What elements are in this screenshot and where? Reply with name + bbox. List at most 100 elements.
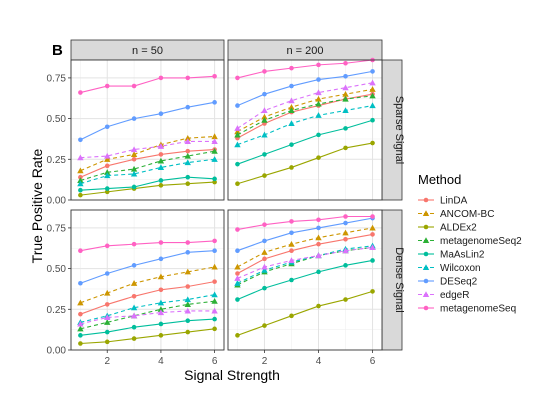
series [78,238,217,253]
data-point [185,318,191,323]
data-point [370,289,375,294]
data-point [77,320,84,327]
row-strip: Sparse Signal [381,59,405,201]
series-line [237,88,373,133]
series-line [80,135,215,172]
legend-title: Method [418,172,461,187]
data-point [235,161,240,167]
data-point [369,86,376,92]
series [234,102,376,148]
data-point [185,250,191,255]
series [77,307,218,327]
series [234,79,376,131]
data-point [343,126,348,131]
series-line [80,318,215,336]
series-line [237,70,373,107]
series-line [237,82,373,129]
data-point [235,181,240,187]
series [234,86,376,135]
data-point [316,225,321,231]
y-tick-label: 0.00 [47,196,67,207]
series [78,316,217,338]
series-line [237,233,373,274]
facet-panel [227,57,383,201]
data-point [130,312,138,319]
panel-tag: B [52,42,63,59]
legend-key-marker [423,197,429,203]
data-point [234,275,241,281]
series-line [80,300,215,330]
data-point [104,172,111,179]
data-point [261,107,268,114]
series-line [80,176,215,191]
data-point [315,234,322,241]
data-point [158,321,164,327]
series-line [237,246,373,279]
data-point [211,291,218,298]
data-point [234,141,241,148]
series-line [80,250,215,284]
series [78,147,217,180]
series-line [237,246,373,286]
column-strip-label: n = 200 [286,45,323,57]
data-point [315,112,322,118]
row-strip-label: Dense Signal [393,247,405,312]
series-line [80,158,215,185]
legend-label: ANCOM-BC [440,209,494,220]
panel-border [227,59,383,201]
data-point [130,170,138,177]
data-point [235,297,240,302]
data-point [343,237,348,242]
data-point [235,271,240,276]
data-point [343,145,348,151]
data-point [184,152,191,159]
data-point [343,214,348,219]
legend-key-marker [423,278,429,284]
legend-entry: DESeq2 [418,277,478,288]
series-line [80,294,215,323]
data-point [131,324,137,330]
series-line [80,328,215,345]
data-point [316,155,321,160]
data-point [130,280,138,286]
data-point [131,83,137,89]
data-point [104,243,110,249]
data-point [104,302,110,307]
data-point [77,167,84,174]
column-strip: n = 50 [70,39,225,61]
data-point [212,316,217,322]
series-line [237,95,373,136]
series [77,138,218,161]
series [235,258,375,302]
series-line [80,181,215,196]
data-point [131,293,137,299]
data-point [157,143,165,149]
legend-key-marker [422,264,430,271]
legend-entry: LinDA [418,196,468,207]
legend-label: ALDEx2 [440,223,477,234]
data-point [158,183,164,188]
legend: LinDA ANCOM-BC ALDEx2 metagenomeSeq2 MaAsLin… [418,196,522,315]
data-point [261,117,268,123]
series-line [237,290,373,336]
data-point [211,263,218,270]
data-point [77,299,84,306]
row-strip-label: Sparse Signal [393,96,405,165]
series [78,326,217,346]
data-point [211,133,218,140]
data-point [369,102,376,109]
legend-entry: edgeR [418,290,469,301]
data-point [316,241,321,247]
series-line [237,59,373,79]
data-point [316,62,321,68]
data-point [104,156,111,162]
series [78,73,217,95]
data-point [316,132,321,138]
data-point [158,75,164,81]
legend-entry: metagenomeSeq [418,304,516,315]
data-point [104,339,110,345]
legend-entry: ALDEx2 [418,223,477,234]
data-point [211,138,218,144]
data-point [261,249,268,255]
x-tick-label: 4 [316,356,322,367]
